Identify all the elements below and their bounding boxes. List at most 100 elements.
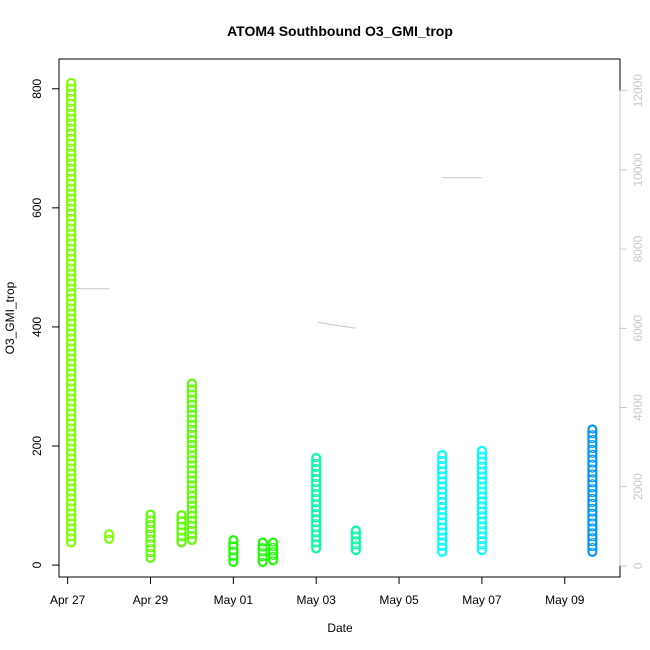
data-point [187, 445, 197, 454]
data-point [312, 509, 321, 518]
data-point [351, 536, 360, 545]
data-point [66, 328, 76, 337]
data-point [187, 495, 197, 504]
data-point [66, 383, 76, 392]
data-point [66, 373, 76, 382]
data-point [438, 507, 447, 516]
data-point [66, 193, 76, 202]
data-point [438, 471, 447, 480]
data-point [66, 323, 76, 332]
data-point [351, 531, 360, 540]
data-point [66, 263, 76, 272]
data-point [588, 533, 597, 542]
data-point [66, 418, 76, 427]
data-point [146, 510, 155, 519]
data-point [477, 516, 487, 525]
data-point [268, 551, 278, 560]
data-point [66, 458, 76, 467]
data-point [187, 475, 197, 484]
data-point [66, 423, 76, 432]
data-point [177, 516, 186, 525]
flight-track-segment-1 [317, 321, 356, 329]
data-point [66, 243, 76, 252]
data-point [187, 404, 197, 413]
data-point [177, 521, 186, 531]
data-point [66, 468, 76, 477]
data-point [66, 313, 76, 322]
data-point [146, 534, 155, 543]
x-tick-label: May 05 [379, 593, 419, 607]
data-point [187, 379, 197, 388]
data-point [146, 539, 155, 548]
data-point [187, 490, 197, 499]
data-point [187, 500, 197, 509]
data-point [187, 394, 197, 403]
data-point [477, 501, 487, 510]
data-point [187, 515, 197, 524]
data-point [66, 273, 76, 282]
x-tick-label: Apr 27 [50, 593, 86, 607]
data-point [477, 546, 487, 555]
data-point [66, 203, 76, 212]
data-point [66, 188, 76, 197]
y-axis-label: O3_GMI_trop [3, 281, 17, 354]
data-point [187, 419, 197, 429]
data-point [588, 513, 597, 522]
data-point [477, 476, 487, 485]
data-point [588, 503, 597, 512]
data-point [477, 526, 487, 535]
data-point [66, 348, 76, 357]
x-tick-label: May 07 [462, 593, 502, 607]
data-point [312, 524, 321, 533]
data-point [588, 479, 597, 488]
data-point [66, 538, 76, 547]
data-point [66, 508, 76, 517]
data-point [187, 460, 197, 469]
data-point [66, 198, 76, 207]
data-point [438, 450, 447, 460]
data-point [438, 501, 447, 511]
data-point [66, 238, 76, 247]
data-point [66, 183, 76, 192]
data-point [438, 527, 447, 536]
data-point [66, 503, 76, 512]
data-point [66, 393, 76, 402]
data-point [66, 288, 76, 297]
y2-tick-label: 10000 [631, 153, 645, 187]
data-point [66, 448, 76, 457]
data-point [477, 496, 487, 505]
data-point [66, 148, 76, 157]
data-point [312, 514, 321, 523]
data-point [588, 474, 597, 483]
data-point [588, 439, 597, 449]
data-point [66, 163, 76, 172]
data-point [66, 333, 76, 342]
data-point [66, 338, 76, 347]
x-tick-label: May 09 [545, 593, 585, 607]
data-point [588, 508, 597, 517]
data-point [312, 534, 321, 543]
data-point [66, 403, 76, 412]
data-point [312, 519, 321, 528]
data-point [187, 399, 197, 408]
data-point [66, 303, 76, 312]
data-point [229, 541, 238, 550]
data-point [588, 484, 597, 493]
data-point [588, 435, 597, 444]
data-point [66, 438, 76, 447]
y-axis: 0 200 400 600 800 [30, 78, 60, 568]
data-point [477, 531, 487, 540]
y2-tick-label: 4000 [631, 394, 645, 421]
data-points-layer [66, 77, 598, 568]
data-point [66, 218, 76, 227]
secondary-y-axis: 0 2000 4000 6000 8000 10000 12000 [619, 74, 645, 569]
data-point [268, 542, 278, 552]
data-point [477, 471, 487, 480]
data-point [258, 548, 267, 557]
data-point [187, 414, 197, 423]
data-point [477, 541, 487, 550]
data-point [66, 113, 76, 122]
data-point [146, 529, 155, 538]
data-point [66, 378, 76, 387]
